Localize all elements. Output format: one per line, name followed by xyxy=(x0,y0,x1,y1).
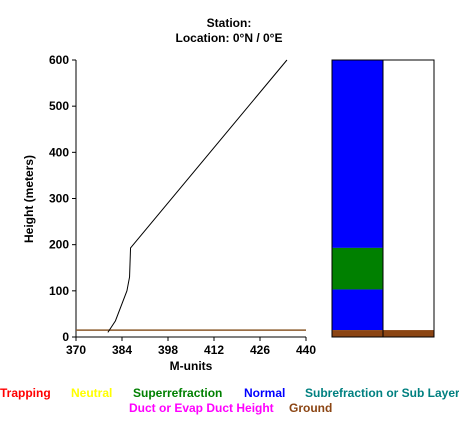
y-tick-label: 0 xyxy=(62,330,69,344)
left-bar-segment-superrefraction xyxy=(332,247,383,290)
y-tick-label: 100 xyxy=(49,284,69,298)
legend-item-superrefraction: Superrefraction xyxy=(133,386,222,400)
right-bar-frame xyxy=(382,59,435,338)
y-axis-label: Height (meters) xyxy=(22,155,36,243)
plot-area: 370 384 398 412 426 440 0 100 200 300 400 500 600 xyxy=(49,53,316,357)
x-axis-label: M-units xyxy=(170,359,213,373)
x-tick-label: 370 xyxy=(66,343,86,357)
y-tick-label: 200 xyxy=(49,238,69,252)
m-unit-profile-line xyxy=(107,59,288,333)
legend-item-duct: Duct or Evap Duct Height xyxy=(129,401,274,415)
x-tick-label: 440 xyxy=(296,343,316,357)
x-tick-label: 384 xyxy=(112,343,132,357)
legend: Trapping Neutral Superrefraction Normal … xyxy=(0,386,459,415)
legend-item-neutral: Neutral xyxy=(71,386,112,400)
legend-item-subrefraction: Subrefraction or Sub Layer xyxy=(305,386,459,400)
station-title: Station: xyxy=(207,16,252,30)
y-tick-label: 500 xyxy=(49,99,69,113)
y-tick-label: 300 xyxy=(49,192,69,206)
x-tick-label: 412 xyxy=(204,343,224,357)
legend-item-ground: Ground xyxy=(289,401,332,415)
x-tick-label: 398 xyxy=(158,343,178,357)
y-tick-label: 400 xyxy=(49,145,69,159)
y-tick-label: 600 xyxy=(49,53,69,67)
right-bar-background xyxy=(383,60,434,337)
right-bar-segment-ground xyxy=(383,330,434,337)
location-title: Location: 0°N / 0°E xyxy=(176,31,283,45)
left-bar-segment-normal xyxy=(332,289,383,331)
left-bar-segment-normal xyxy=(332,60,383,248)
layer-profile-bars xyxy=(331,59,435,338)
legend-item-normal: Normal xyxy=(244,386,285,400)
legend-item-trapping: Trapping xyxy=(0,386,51,400)
x-tick-label: 426 xyxy=(250,343,270,357)
left-bar-segment-ground xyxy=(332,330,383,337)
